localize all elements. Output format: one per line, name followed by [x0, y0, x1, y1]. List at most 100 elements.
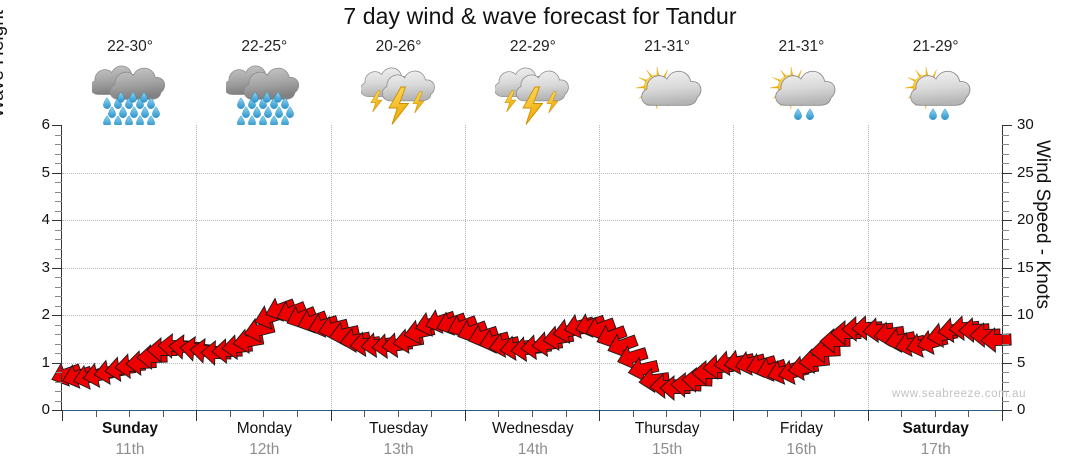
x-tick	[229, 410, 231, 417]
right-tick-label: 10	[1017, 306, 1034, 323]
minor-tick	[55, 334, 62, 335]
left-tick	[52, 362, 62, 364]
wind-direction-arrow	[668, 366, 706, 404]
left-tick	[52, 267, 62, 269]
x-tick	[968, 410, 970, 417]
right-tick	[1002, 172, 1012, 174]
minor-tick	[55, 391, 62, 392]
day-date: 13th	[383, 441, 414, 458]
minor-tick	[55, 277, 62, 278]
minor-tick	[55, 258, 62, 259]
left-tick	[52, 172, 62, 174]
minor-tick	[55, 153, 62, 155]
left-tick-label: 3	[41, 258, 50, 276]
day-date: 15th	[652, 441, 683, 458]
day-footer-monday: Monday 12th	[195, 419, 333, 461]
right-tick-label: 25	[1017, 163, 1034, 181]
day-name: Sunday	[102, 420, 158, 437]
day-header-monday: 22-25°	[195, 38, 333, 127]
left-axis-title: Wave Height - Metres	[0, 0, 8, 118]
day-temperature-range: 20-26°	[375, 38, 422, 55]
day-name: Tuesday	[369, 420, 428, 437]
rain-heavy-icon	[224, 61, 302, 127]
x-tick	[632, 410, 634, 417]
minor-tick	[55, 210, 62, 212]
day-temperature-range: 22-29°	[509, 38, 556, 55]
day-header-wednesday: 22-29°	[464, 38, 602, 127]
right-tick-label: 5	[1017, 353, 1026, 371]
right-tick	[1002, 410, 1012, 411]
right-tick	[1002, 125, 1012, 126]
day-footer-tuesday: Tuesday 13th	[330, 419, 468, 461]
day-header-friday: 21-31°	[732, 38, 870, 127]
minor-tick	[1002, 248, 1009, 250]
minor-tick	[55, 296, 62, 297]
x-tick	[834, 410, 836, 417]
wind-direction-arrow	[978, 321, 1016, 359]
wind-arrow-series	[51, 125, 1012, 410]
day-header-saturday: 21-29°	[867, 38, 1005, 127]
left-tick	[52, 220, 62, 221]
gridline	[62, 362, 1002, 364]
x-tick	[901, 410, 903, 417]
day-name: Thursday	[634, 420, 700, 437]
minor-tick	[1002, 305, 1009, 307]
page-title: 7 day wind & wave forecast for Tandur	[343, 3, 737, 29]
x-tick	[397, 410, 399, 417]
day-divider	[733, 125, 735, 410]
gridline	[62, 267, 1002, 269]
x-tick	[599, 410, 601, 421]
left-tick	[52, 315, 62, 316]
minor-tick	[1002, 163, 1009, 164]
minor-tick	[1002, 400, 1009, 402]
x-tick	[330, 410, 332, 421]
x-tick	[934, 410, 936, 417]
x-tick	[129, 410, 131, 417]
x-tick	[431, 410, 433, 417]
sun-cloud-rain-icon	[898, 61, 974, 127]
minor-tick	[55, 163, 62, 164]
x-tick	[767, 410, 768, 417]
wind-direction-arrow	[817, 322, 855, 360]
day-name: Saturday	[902, 420, 969, 437]
minor-tick	[1002, 353, 1009, 354]
minor-tick	[55, 144, 62, 145]
plot-area: 0 0 1 5 2 10 3 15 4 20 5 25 6 30	[42, 117, 1034, 421]
minor-tick	[55, 372, 62, 373]
day-temperature-range: 21-31°	[644, 38, 691, 55]
minor-tick	[1002, 258, 1009, 259]
rain-heavy-icon	[90, 61, 168, 127]
day-divider	[599, 125, 601, 410]
minor-tick	[55, 353, 62, 354]
minor-tick	[1002, 239, 1009, 240]
day-divider	[464, 125, 466, 410]
minor-tick	[55, 305, 62, 307]
day-name: Monday	[236, 420, 292, 437]
x-tick	[162, 410, 164, 417]
day-divider	[196, 125, 198, 410]
left-tick-label: 1	[41, 353, 50, 371]
x-tick	[666, 410, 668, 417]
gridline	[62, 172, 1002, 174]
minor-tick	[1002, 277, 1009, 278]
sun-cloud-rain-icon	[763, 61, 839, 127]
thunderstorm-icon	[494, 61, 571, 127]
day-footer-saturday: Saturday 17th	[867, 419, 1005, 461]
day-temperature-range: 22-25°	[241, 38, 288, 55]
x-tick	[364, 410, 366, 417]
minor-tick	[55, 343, 62, 345]
minor-tick	[1002, 372, 1009, 373]
right-tick	[1002, 362, 1012, 364]
minor-tick	[1002, 201, 1009, 202]
thunderstorm-icon	[359, 61, 437, 127]
x-tick	[699, 410, 701, 417]
day-date: 17th	[920, 441, 951, 458]
minor-tick	[55, 248, 62, 250]
minor-tick	[1002, 296, 1009, 297]
minor-tick	[1002, 286, 1009, 288]
minor-tick	[1002, 229, 1009, 231]
x-tick	[1002, 410, 1003, 421]
right-tick-label: 15	[1017, 258, 1034, 276]
minor-tick	[55, 239, 62, 240]
day-header-tuesday: 20-26°	[330, 38, 468, 127]
